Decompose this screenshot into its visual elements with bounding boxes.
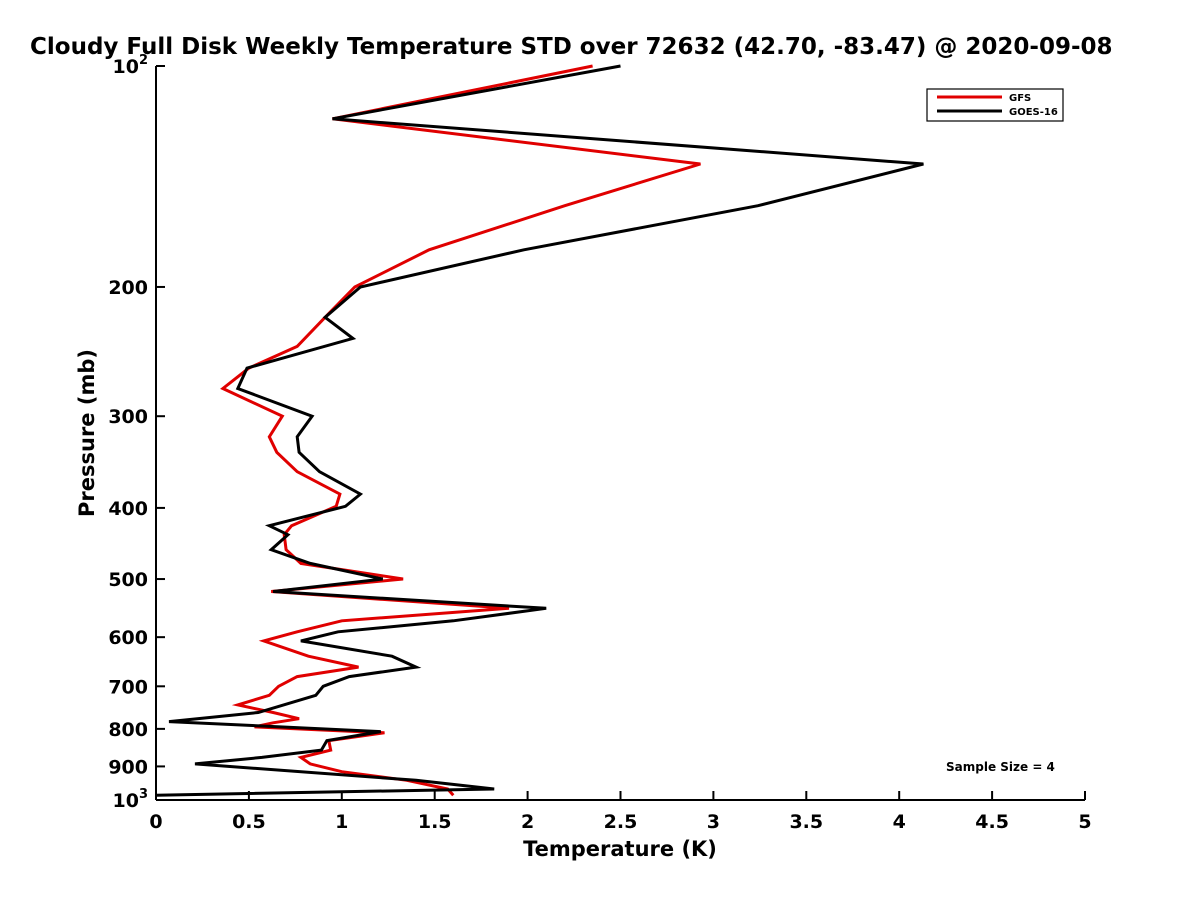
chart-title: Cloudy Full Disk Weekly Temperature STD … <box>30 34 1113 60</box>
x-tick-label: 2 <box>521 811 534 833</box>
y-tick-label-exponent: 2 <box>139 53 148 68</box>
y-tick-label-exponent: 3 <box>139 787 148 802</box>
x-tick-label: 4 <box>893 811 906 833</box>
y-tick-label: 500 <box>108 569 148 591</box>
y-tick-label: 700 <box>108 676 148 698</box>
y-tick-label-base: 300 <box>108 406 148 428</box>
series-line-goes-16 <box>155 64 924 797</box>
x-tick-label: 3.5 <box>789 811 823 833</box>
y-tick-label-base: 400 <box>108 498 148 520</box>
x-tick-label: 4.5 <box>975 811 1009 833</box>
series-layer <box>155 64 924 797</box>
y-tick-label: 300 <box>108 406 148 428</box>
y-tick-label-base: 200 <box>108 277 148 299</box>
x-tick-label: 0.5 <box>232 811 266 833</box>
y-tick-label: 900 <box>108 756 148 778</box>
x-tick-label: 3 <box>707 811 720 833</box>
y-tick-label: 103 <box>113 787 149 812</box>
sample-size-annotation: Sample Size = 4 <box>946 760 1055 774</box>
y-tick-label: 600 <box>108 627 148 649</box>
y-tick-label-base: 600 <box>108 627 148 649</box>
y-tick-label: 102 <box>113 53 149 78</box>
y-tick-label-base: 800 <box>108 719 148 741</box>
y-tick-label-base: 500 <box>108 569 148 591</box>
y-tick-label-base: 10 <box>113 56 139 78</box>
x-tick-label: 1.5 <box>418 811 452 833</box>
y-tick-label: 800 <box>108 719 148 741</box>
axis-layer: 0 0.5 1 1.5 2 2.5 3 3.5 4 4.5 51022003004005006007… <box>108 53 1091 833</box>
legend-box <box>926 88 1064 122</box>
x-tick-label: 0 <box>149 811 162 833</box>
legend-label-gfs: GFS <box>1009 93 1031 104</box>
y-tick-label: 200 <box>108 277 148 299</box>
y-axis-label: Pressure (mb) <box>75 349 99 517</box>
x-axis-label: Temperature (K) <box>523 837 717 861</box>
y-tick-label: 400 <box>108 498 148 520</box>
legend-label-goes16: GOES-16 <box>1009 107 1058 118</box>
legend: GFS GOES-16 <box>926 88 1064 122</box>
y-tick-label-base: 10 <box>113 790 139 812</box>
y-tick-label-base: 700 <box>108 676 148 698</box>
x-tick-label: 1 <box>335 811 348 833</box>
x-tick-label: 5 <box>1078 811 1091 833</box>
x-tick-label: 2.5 <box>604 811 638 833</box>
y-tick-label-base: 900 <box>108 756 148 778</box>
